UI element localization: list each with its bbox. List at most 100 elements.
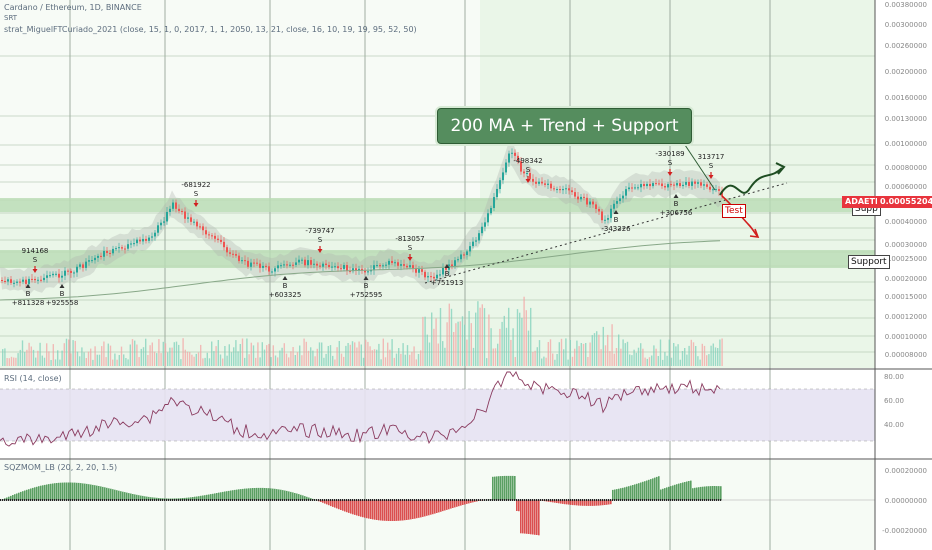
candle-body [547, 183, 549, 185]
momentum-bar [514, 476, 516, 500]
momentum-bar [102, 486, 104, 500]
squeeze-dot [436, 499, 438, 501]
volume-bar [556, 354, 558, 366]
momentum-bar [362, 500, 364, 518]
momentum-bar [674, 484, 676, 500]
squeeze-dot [586, 499, 588, 501]
momentum-bar [460, 500, 462, 506]
momentum-bar [388, 500, 390, 521]
volume-bar [675, 346, 677, 366]
momentum-bar [718, 486, 720, 500]
volume-bar [457, 321, 459, 366]
momentum-bar [446, 500, 448, 510]
momentum-bar [76, 482, 78, 500]
sell-arrow [525, 176, 531, 183]
squeeze-dot [180, 499, 182, 501]
squeeze-dot [224, 499, 226, 501]
rsi-title[interactable]: RSI (14, close) [4, 374, 62, 383]
momentum-bar [74, 482, 76, 500]
squeeze-dot [196, 499, 198, 501]
squeeze-dot [408, 499, 410, 501]
momentum-bar [330, 500, 332, 507]
squeeze-dot [164, 499, 166, 501]
volume-bar [48, 351, 50, 366]
candle-body [412, 265, 414, 269]
candle-body [97, 255, 99, 258]
volume-bar [490, 328, 492, 366]
squeeze-dot [72, 499, 74, 501]
momentum-bar [520, 500, 522, 534]
signal-label: -739747 [305, 227, 334, 235]
volume-bar [613, 353, 615, 366]
volume-bar [266, 345, 268, 366]
candle-body [361, 268, 363, 271]
candle-body [385, 264, 387, 266]
squeeze-dot [90, 499, 92, 501]
momentum-bar [286, 490, 288, 500]
squeeze-dot [620, 499, 622, 501]
candle-body [46, 275, 48, 278]
volume-bar [219, 354, 222, 366]
volume-bar [695, 346, 697, 366]
squeeze-dot [664, 499, 666, 501]
candle-body [628, 187, 630, 190]
momentum-bar [110, 488, 112, 500]
squeeze-dot [470, 499, 472, 501]
momentum-bar [218, 492, 220, 500]
candle-body [322, 263, 324, 267]
volume-bar [646, 358, 648, 366]
squeeze-dot [334, 499, 336, 501]
squeeze-dot [348, 499, 350, 501]
momentum-bar [436, 500, 438, 513]
momentum-bar [196, 496, 198, 500]
volume-bar [468, 311, 470, 366]
momentum-bar [500, 476, 502, 500]
candle-body [682, 184, 684, 187]
squeeze-dot [488, 499, 490, 501]
volume-bar [90, 348, 92, 366]
momentum-bar [258, 487, 260, 500]
squeeze-dot [402, 499, 404, 501]
squeeze-dot [162, 499, 164, 501]
momentum-bar [432, 500, 434, 515]
indicator-title[interactable]: strat_MiguelFTCuriado_2021 (close, 15, 1… [4, 25, 417, 34]
candle-body [595, 204, 597, 209]
sqzmom-title[interactable]: SQZMOM_LB (20, 2, 20, 1.5) [4, 463, 118, 472]
momentum-bar [384, 500, 386, 521]
candle-body [277, 265, 279, 269]
support-label[interactable]: Support [848, 255, 890, 269]
squeeze-dot [558, 499, 560, 501]
volume-bar [237, 351, 239, 366]
squeeze-dot [594, 499, 596, 501]
volume-bar [193, 356, 195, 366]
squeeze-dot [434, 499, 436, 501]
test-label[interactable]: Test [722, 204, 746, 218]
momentum-bar [394, 500, 396, 521]
callout-annotation[interactable]: 200 MA + Trend + Support [437, 108, 692, 144]
momentum-bar [678, 483, 680, 500]
volume-bar [252, 345, 255, 366]
volume-bar [277, 357, 279, 366]
volume-bar [21, 340, 24, 366]
momentum-bar [516, 500, 518, 511]
volume-bar [189, 352, 191, 366]
volume-bar [393, 357, 395, 366]
momentum-bar [654, 477, 656, 500]
momentum-bar [400, 500, 402, 521]
momentum-bar [568, 500, 570, 505]
squeeze-dot [440, 499, 442, 501]
squeeze-dot [132, 499, 134, 501]
momentum-bar [10, 495, 12, 500]
momentum-bar [212, 493, 214, 500]
volume-bar [118, 355, 120, 366]
momentum-bar [588, 500, 590, 506]
momentum-bar [448, 500, 450, 510]
rsi-pane [0, 371, 875, 447]
volume-bar [563, 349, 565, 366]
volume-bar [323, 357, 325, 366]
squeeze-dot [216, 499, 218, 501]
momentum-bar [6, 497, 8, 500]
